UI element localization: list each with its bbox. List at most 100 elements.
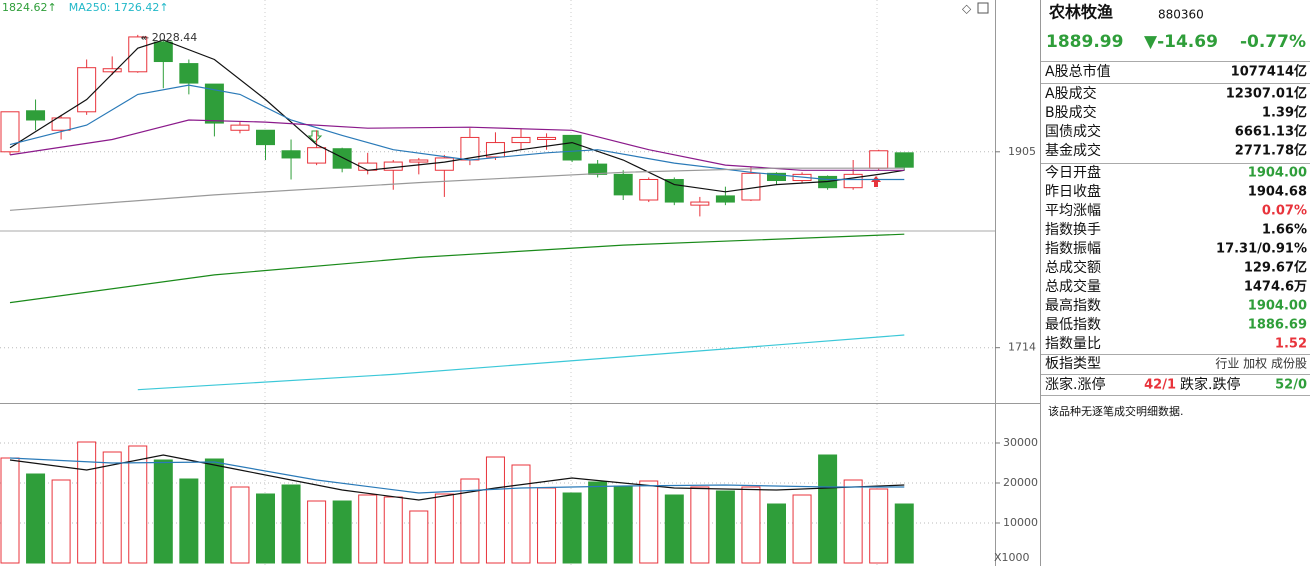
volume-bar (332, 500, 352, 564)
volume-bar (307, 500, 327, 564)
candle-body (869, 150, 889, 169)
volume-bar (869, 488, 889, 564)
volume-bar (818, 454, 838, 564)
candle-body (153, 41, 173, 63)
updown-label: 涨家.涨停 (1045, 376, 1105, 393)
row-value: 129.67亿 (1244, 260, 1307, 276)
updown-label: 跌家.跌停 (1180, 376, 1240, 393)
row-label: A股总市值 (1045, 63, 1111, 80)
updown-value: 42/1 (1144, 378, 1176, 393)
volume-bar (179, 478, 199, 564)
candle-body (715, 195, 735, 203)
volume-bar (639, 480, 659, 564)
candle-body (77, 67, 97, 113)
row-value: 1.66% (1262, 223, 1307, 238)
candle-body (51, 117, 71, 131)
change-pct: -0.77% (1240, 32, 1306, 52)
row-label: 指数量比 (1045, 336, 1101, 352)
candle-body (281, 150, 301, 159)
candle-body (307, 147, 327, 164)
volume-bar (383, 496, 403, 564)
volume-bar (281, 484, 301, 564)
row-label: 国债成交 (1045, 123, 1101, 140)
row-label: 平均涨幅 (1045, 203, 1101, 219)
row-label: 最高指数 (1045, 297, 1101, 314)
candle-body (179, 63, 199, 84)
row-value: 1904.00 (1248, 166, 1307, 181)
candle-body (0, 111, 20, 153)
row-value: 行业 加权 成份股 (1215, 357, 1307, 371)
panel-title: 农林牧渔 (1048, 3, 1113, 22)
volume-bar (256, 493, 275, 564)
window-icon[interactable] (977, 2, 989, 14)
candle-body (409, 159, 429, 163)
volume-bar (460, 478, 480, 564)
volume-bar (792, 494, 812, 564)
row-label: 总成交额 (1045, 259, 1101, 276)
volume-bar (894, 503, 914, 564)
row-value: 6661.13亿 (1235, 124, 1307, 140)
candle-body (26, 110, 46, 121)
ma-line (9, 233, 905, 304)
volume-bar (0, 457, 20, 564)
volume-bar (128, 445, 148, 564)
candle-body (843, 173, 863, 189)
candle-body (128, 36, 148, 73)
row-label: 总成交量 (1045, 278, 1101, 295)
ma-line (9, 457, 905, 494)
row-label: 指数振幅 (1045, 241, 1101, 257)
candle-body (102, 68, 122, 73)
y-tick-label: 1905 (1008, 145, 1036, 158)
ma-line (9, 39, 905, 193)
candle-body (511, 136, 531, 144)
volume-bar (613, 485, 633, 564)
candle-body (664, 178, 684, 203)
candle-body (204, 83, 224, 124)
volume-bar (588, 481, 608, 564)
volume-bar (741, 486, 761, 564)
row-label: A股成交 (1045, 85, 1097, 102)
candle-body (767, 172, 786, 182)
panel-code: 880360 (1158, 8, 1204, 22)
volume-bar (434, 493, 454, 564)
volume-bar (715, 490, 735, 564)
row-label: 昨日收盘 (1045, 183, 1101, 200)
candle-body (256, 129, 275, 146)
annotation-arrow: ↞ (141, 33, 149, 44)
candle-body (613, 173, 633, 196)
volume-bar (537, 487, 557, 564)
volume-bar (409, 510, 429, 564)
row-value: 12307.01亿 (1226, 86, 1307, 102)
row-label: B股成交 (1045, 104, 1097, 121)
diamond-icon[interactable]: ◇ (962, 2, 972, 16)
volume-bar (230, 486, 250, 564)
row-label: 今日开盘 (1045, 164, 1101, 181)
y-tick-label: 10000 (1003, 516, 1038, 529)
panel-note: 该品种无逐笔成交明细数据. (1048, 404, 1184, 418)
candle-body (894, 152, 914, 168)
annotation: 2028.44 (152, 31, 198, 44)
candle-body (588, 163, 608, 175)
candle-body (562, 134, 582, 161)
price: 1889.99 (1046, 32, 1123, 52)
volume-bar (843, 479, 863, 564)
y-tick-label: 20000 (1003, 476, 1038, 489)
candle-body (383, 161, 403, 171)
row-label: 基金成交 (1045, 142, 1101, 159)
row-value: 1.52 (1275, 337, 1307, 352)
candle-body (639, 178, 659, 201)
y-tick-label: 30000 (1003, 436, 1038, 449)
row-value: 1886.69 (1248, 318, 1307, 333)
volume-bar (26, 473, 46, 564)
volume-bar (102, 451, 122, 564)
volume-bar (358, 494, 378, 564)
row-value: 1904.68 (1248, 185, 1307, 200)
volume-bar (511, 464, 531, 564)
row-label: 板指类型 (1045, 356, 1101, 372)
candle-body (230, 124, 250, 131)
volume-bar (77, 441, 97, 564)
volume-bar (204, 458, 224, 564)
volume-bar (562, 492, 582, 564)
updown-value: 52/0 (1275, 378, 1307, 393)
row-value: 2771.78亿 (1235, 143, 1307, 159)
